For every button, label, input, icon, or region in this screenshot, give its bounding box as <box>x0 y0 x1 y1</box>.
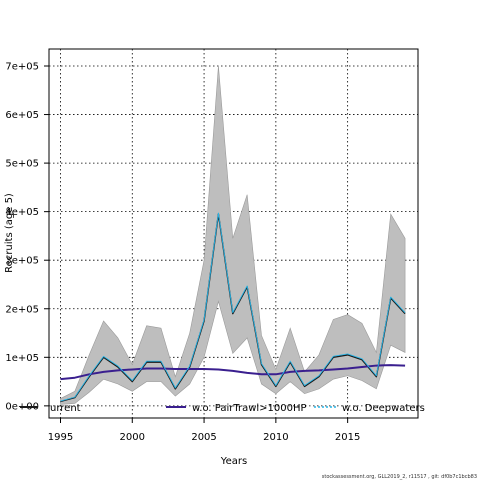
footnote: stockassessment.org, GLL2019_2, r11517 ,… <box>322 474 477 480</box>
legend-label-deepwaters: w.o. Deepwaters <box>342 403 425 414</box>
x-axis-title: Years <box>220 456 247 467</box>
y-tick-label: 2e+05 <box>5 304 39 315</box>
x-tick-label: 2000 <box>120 432 145 443</box>
y-tick-label: 4e+05 <box>5 207 39 218</box>
x-axis: 1995 2000 2005 2010 2015 <box>48 418 360 443</box>
confidence-band <box>60 65 406 405</box>
y-tick-label: 5e+05 <box>5 159 39 170</box>
x-tick-label: 2015 <box>335 432 360 443</box>
series-line-current <box>60 213 406 403</box>
y-tick-label: 6e+05 <box>5 110 39 121</box>
plot-frame <box>48 48 419 419</box>
x-tick-label: 2010 <box>263 432 288 443</box>
legend-label-current: urrent <box>50 403 81 414</box>
confidence-band-area <box>60 65 406 405</box>
series-line-deepwaters <box>60 212 406 402</box>
x-tick-label: 1995 <box>48 432 73 443</box>
y-axis-title: Recruits (age 5) <box>4 193 15 273</box>
series-lines <box>60 212 406 403</box>
y-tick-label: 1e+05 <box>5 353 39 364</box>
legend-label-pairtrawl: w.o. PairTrawl>1000HP <box>192 403 307 414</box>
x-tick-label: 2005 <box>191 432 216 443</box>
legend: urrent w.o. PairTrawl>1000HP w.o. Deepwa… <box>20 403 425 414</box>
y-tick-label: 3e+05 <box>5 256 39 267</box>
series-line-pairtrawl <box>60 364 406 381</box>
y-tick-label: 7e+05 <box>5 61 39 72</box>
